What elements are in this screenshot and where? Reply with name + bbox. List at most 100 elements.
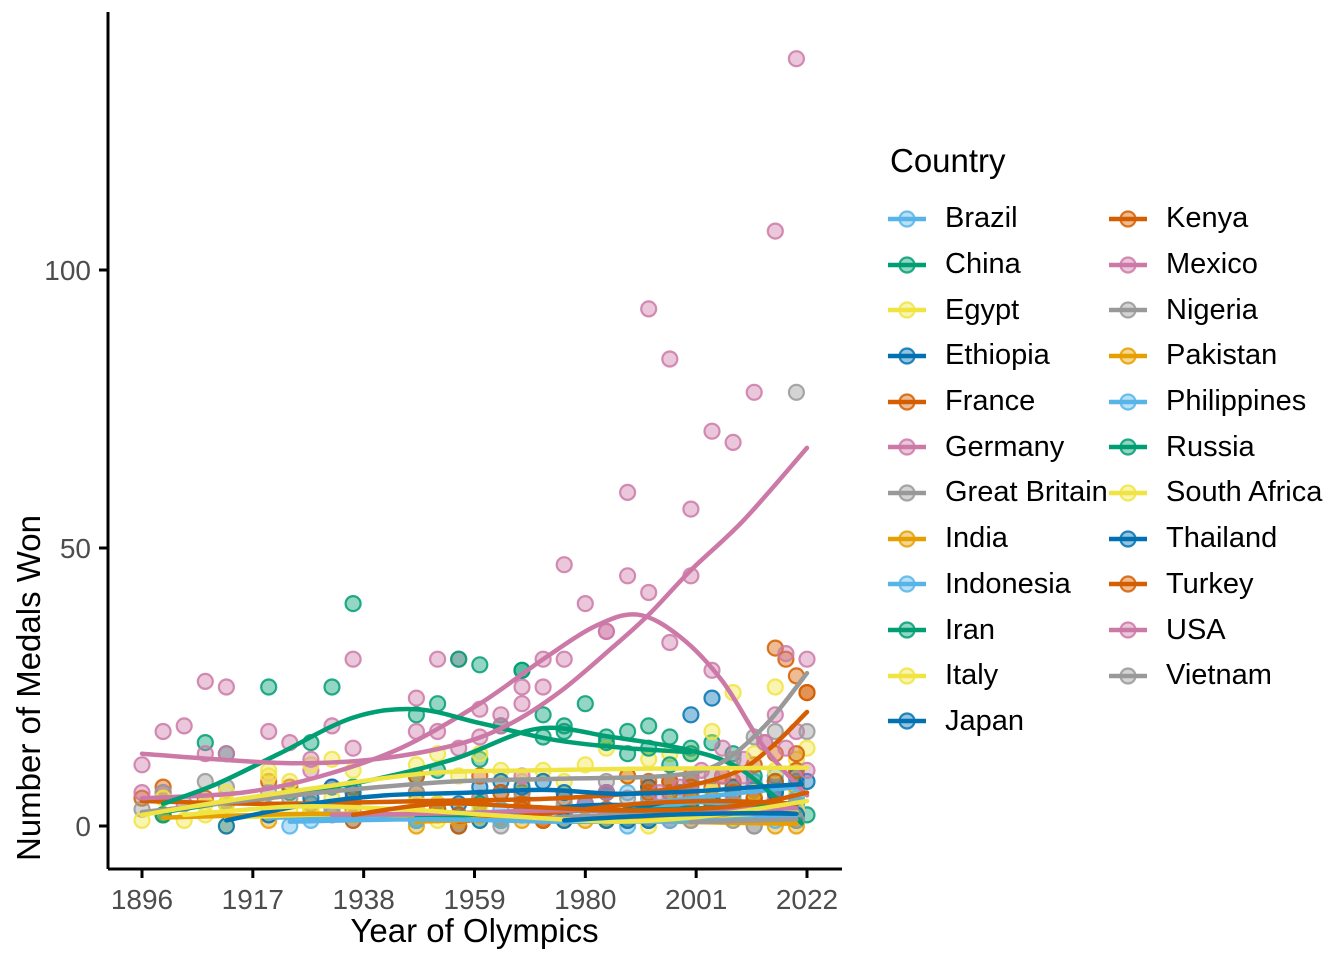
x-axis-title: Year of Olympics bbox=[350, 912, 598, 949]
data-point-germany bbox=[618, 567, 637, 585]
y-tick-label: 0 bbox=[75, 811, 91, 842]
legend-label: Russia bbox=[1166, 430, 1255, 463]
legend-label: Ethiopia bbox=[945, 339, 1050, 372]
legend-key-icon bbox=[888, 621, 926, 639]
data-point-usa bbox=[682, 500, 700, 518]
legend-label: France bbox=[945, 385, 1036, 418]
data-point-usa bbox=[260, 722, 278, 741]
x-tick-label: 1980 bbox=[554, 884, 616, 915]
legend-entry-nigeria: Nigeria bbox=[1109, 287, 1322, 333]
legend-label: Pakistan bbox=[1166, 339, 1278, 372]
data-point-usa bbox=[787, 50, 806, 68]
legend-label: Vietnam bbox=[1166, 659, 1272, 692]
data-point-south-africa bbox=[260, 761, 278, 780]
legend-entry-kenya: Kenya bbox=[1109, 196, 1322, 242]
legend-entry-usa: USA bbox=[1109, 607, 1322, 653]
data-point-germany bbox=[429, 650, 447, 668]
legend-entry-italy: Italy bbox=[888, 653, 1109, 699]
data-point-france bbox=[777, 650, 795, 668]
legend-entry-philippines: Philippines bbox=[1109, 379, 1322, 425]
data-point-usa bbox=[344, 739, 362, 757]
data-point-japan bbox=[703, 689, 721, 707]
legend-entry-vietnam: Vietnam bbox=[1109, 653, 1322, 699]
legend-entry-indonesia: Indonesia bbox=[888, 562, 1109, 608]
legend-columns: Brazil China Egypt Ethiopia France Germany Gre… bbox=[888, 196, 1322, 744]
legend-key-icon bbox=[1109, 667, 1147, 685]
smooth-line-turkey bbox=[350, 790, 810, 818]
smooth-line-great-britain bbox=[139, 670, 810, 815]
legend-label: Turkey bbox=[1166, 567, 1254, 600]
data-point-usa bbox=[597, 622, 616, 641]
y-tick-label: 100 bbox=[44, 255, 91, 286]
legend-key-icon bbox=[888, 301, 926, 319]
legend-entry-egypt: Egypt bbox=[888, 287, 1109, 333]
legend-entry-russia: Russia bbox=[1109, 424, 1322, 470]
legend-entry-india: India bbox=[888, 516, 1109, 562]
data-point-russia bbox=[429, 695, 447, 713]
smooth-line-vietnam bbox=[688, 817, 799, 825]
legend-label: Germany bbox=[945, 430, 1065, 463]
data-point-usa bbox=[766, 222, 784, 240]
legend-key-icon bbox=[1109, 392, 1147, 411]
legend-label: Thailand bbox=[1166, 522, 1278, 555]
data-point-italy bbox=[766, 678, 784, 696]
data-point-great-britain bbox=[798, 722, 816, 741]
data-point-russia bbox=[344, 594, 362, 613]
data-point-russia bbox=[260, 678, 278, 696]
legend-label: China bbox=[945, 248, 1021, 281]
smooth-line-italy bbox=[139, 765, 810, 818]
data-point-germany bbox=[555, 556, 573, 574]
legend-entry-mexico: Mexico bbox=[1109, 242, 1322, 288]
data-point-usa bbox=[175, 717, 193, 735]
legend-entry-japan: Japan bbox=[888, 699, 1109, 745]
smooth-line-usa bbox=[139, 445, 810, 766]
legend-column-1: Brazil China Egypt Ethiopia France Germany Gre… bbox=[888, 196, 1109, 744]
legend-entry-great-britain: Great Britain bbox=[888, 470, 1109, 516]
data-point-germany bbox=[713, 739, 732, 757]
data-point-china bbox=[471, 750, 489, 768]
legend-entry-france: France bbox=[888, 379, 1109, 425]
legend-key-icon bbox=[888, 392, 926, 411]
data-point-china bbox=[661, 728, 679, 746]
x-tick-label: 2001 bbox=[665, 884, 727, 915]
data-point-usa bbox=[618, 483, 637, 501]
legend-key-icon bbox=[888, 575, 926, 593]
smooth-line-thailand bbox=[561, 810, 799, 823]
legend: Country Brazil China Egypt Ethiopia France Ge… bbox=[888, 142, 1322, 744]
data-point-germany bbox=[661, 633, 679, 652]
legend-key-icon bbox=[888, 530, 926, 548]
data-point-usa bbox=[745, 383, 763, 401]
legend-key-icon bbox=[888, 484, 926, 502]
data-point-usa bbox=[703, 422, 721, 440]
legend-entry-south-africa: South Africa bbox=[1109, 470, 1322, 516]
legend-key-icon bbox=[888, 210, 926, 228]
legend-label: India bbox=[945, 522, 1008, 555]
legend-label: South Africa bbox=[1166, 476, 1323, 509]
legend-entry-turkey: Turkey bbox=[1109, 562, 1322, 608]
data-point-usa bbox=[661, 350, 679, 368]
data-point-italy bbox=[703, 722, 721, 741]
legend-entry-brazil: Brazil bbox=[888, 196, 1109, 242]
legend-label: Great Britain bbox=[945, 476, 1108, 509]
legend-title: Country bbox=[890, 142, 1006, 179]
data-point-usa bbox=[154, 722, 172, 741]
data-point-italy bbox=[260, 767, 278, 785]
data-point-germany bbox=[777, 644, 795, 663]
data-point-germany bbox=[640, 583, 658, 602]
legend-label: Indonesia bbox=[945, 567, 1071, 600]
data-point-russia bbox=[323, 678, 341, 696]
legend-key-icon bbox=[888, 438, 926, 456]
legend-key-icon bbox=[1109, 438, 1147, 456]
legend-key-icon bbox=[1109, 530, 1147, 548]
legend-label: Philippines bbox=[1166, 385, 1307, 418]
data-point-usa bbox=[777, 739, 795, 757]
data-point-germany bbox=[196, 672, 214, 691]
data-point-germany bbox=[407, 689, 425, 707]
data-point-germany bbox=[344, 650, 362, 668]
data-point-germany bbox=[798, 650, 816, 668]
legend-label: Mexico bbox=[1166, 248, 1258, 281]
legend-key-icon bbox=[1109, 347, 1147, 365]
data-point-usa bbox=[534, 678, 552, 696]
data-point-usa bbox=[133, 756, 151, 774]
legend-key-icon bbox=[888, 347, 926, 365]
